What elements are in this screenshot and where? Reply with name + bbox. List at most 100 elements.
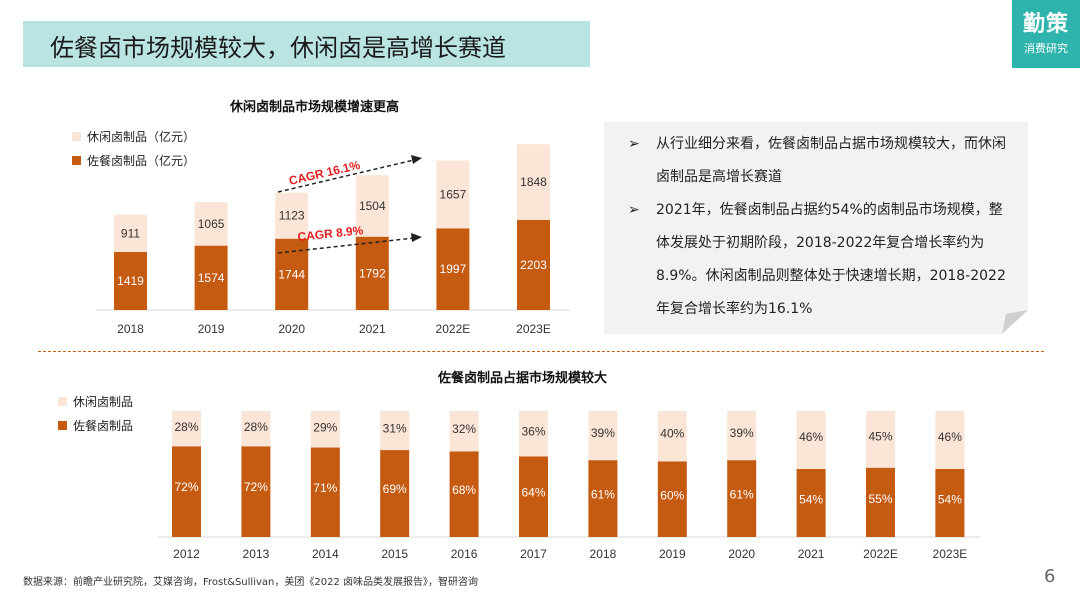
x-tick-label: 2016 [451, 547, 478, 561]
bar-meal-2012 [172, 446, 201, 537]
data-label-leisure: 31% [383, 422, 407, 436]
page-number: 6 [1044, 566, 1056, 587]
data-label-leisure: 1848 [520, 175, 547, 189]
legend-swatch-meal [58, 420, 67, 430]
x-tick-label: 2015 [381, 547, 408, 561]
x-tick-label: 2020 [278, 322, 305, 336]
data-label-leisure: 39% [730, 426, 754, 440]
bar-meal-2018 [114, 251, 147, 310]
bar-meal-2021 [355, 236, 389, 310]
data-label-meal: 61% [591, 488, 615, 502]
data-label-meal: 2203 [520, 258, 547, 272]
legend-label: 佐餐卤制品 [73, 418, 134, 433]
data-label-meal: 1574 [198, 271, 225, 285]
x-tick-label: 2021 [359, 322, 386, 336]
x-tick-label: 2020 [728, 547, 755, 561]
bar-meal-2016 [449, 451, 479, 537]
bar-meal-2014 [310, 447, 340, 537]
data-label-leisure: 1123 [279, 209, 305, 223]
data-label-meal: 55% [868, 492, 892, 506]
bar-leisure-2020 [275, 192, 309, 239]
data-label-meal: 68% [452, 483, 476, 497]
bar-leisure-2018 [588, 411, 618, 461]
data-label-leisure: 36% [521, 424, 545, 438]
data-label-leisure: 40% [660, 427, 684, 441]
bar-meal-2021 [796, 468, 826, 537]
logo-sub-text: 消费研究 [1024, 42, 1068, 55]
data-label-leisure: 1065 [198, 217, 225, 231]
bar-leisure-2012 [172, 411, 201, 447]
chart2-legend-item-meal: 佐餐卤制品 [58, 413, 133, 437]
data-label-leisure: 32% [452, 422, 476, 436]
bar-leisure-2020 [727, 411, 757, 461]
cagr-label-meal: CAGR 8.9% [297, 223, 364, 244]
chart2-legend: 休闲卤制品 佐餐卤制品 [58, 389, 133, 437]
data-label-meal: 71% [313, 481, 337, 495]
bar-leisure-2023E [517, 144, 550, 220]
legend-label: 休闲卤制品（亿元） [87, 129, 196, 144]
bar-leisure-2022E [866, 411, 895, 468]
page-title: 佐餐卤市场规模较大，休闲卤是高增长赛道 [50, 34, 506, 62]
cagr-leisure-arrow [277, 159, 415, 193]
x-tick-label: 2022E [436, 322, 471, 336]
bar-meal-2019 [657, 461, 687, 537]
data-label-meal: 1744 [278, 267, 305, 281]
data-label-meal: 69% [383, 482, 407, 496]
bar-meal-2022E [436, 228, 470, 310]
bar-meal-2020 [727, 460, 757, 537]
x-tick-label: 2017 [520, 547, 547, 561]
bar-leisure-2018 [114, 214, 147, 252]
x-tick-label: 2019 [198, 322, 225, 336]
bar-leisure-2021 [796, 411, 826, 469]
legend-label: 休闲卤制品 [73, 394, 134, 409]
data-label-leisure: 911 [121, 226, 140, 240]
data-label-meal: 60% [660, 488, 684, 502]
data-label-meal: 54% [938, 493, 962, 507]
bar-meal-2022E [866, 467, 895, 537]
data-label-meal: 64% [521, 486, 545, 500]
arrow-bullet-icon: ➢ [628, 136, 640, 152]
cagr-meal-arrowhead [411, 233, 422, 242]
chart1-legend-item-leisure: 休闲卤制品（亿元） [72, 124, 195, 148]
x-tick-label: 2019 [659, 547, 686, 561]
bar-meal-2018 [588, 460, 618, 537]
x-tick-label: 2012 [173, 547, 200, 561]
data-label-meal: 61% [730, 488, 754, 502]
info-bullet-1: ➢ 从行业细分来看，佐餐卤制品占据市场规模较大，而休闲卤制品是高增长赛道 [628, 128, 1006, 194]
data-label-leisure: 45% [868, 430, 892, 444]
legend-label: 佐餐卤制品（亿元） [87, 153, 196, 168]
data-label-meal: 1997 [440, 262, 467, 276]
bar-leisure-2019 [194, 202, 228, 246]
bar-leisure-2022E [436, 160, 470, 229]
chart1-legend: 休闲卤制品（亿元） 佐餐卤制品（亿元） [72, 124, 195, 172]
data-label-leisure: 1504 [359, 199, 386, 213]
bar-leisure-2013 [241, 411, 271, 447]
data-label-leisure: 46% [799, 430, 823, 444]
source-note: 数据来源：前瞻产业研究院，艾媒咨询，Frost&Sullivan，美团《2022… [23, 577, 478, 588]
legend-swatch-leisure [72, 131, 81, 141]
chart2-title: 佐餐卤制品占据市场规模较大 [438, 371, 608, 386]
bar-leisure-2017 [519, 411, 548, 457]
brand-logo: 勤策 消费研究 [1012, 0, 1080, 68]
bar-meal-2013 [241, 446, 271, 537]
legend-swatch-meal [72, 155, 81, 165]
data-label-leisure: 39% [591, 426, 615, 440]
data-label-leisure: 29% [313, 420, 337, 434]
data-label-meal: 72% [244, 480, 268, 494]
bar-leisure-2015 [380, 411, 410, 451]
bar-meal-2015 [380, 450, 410, 537]
legend-swatch-leisure [58, 396, 67, 406]
bar-leisure-2021 [355, 175, 389, 237]
logo-main-text: 勤策 [1022, 11, 1069, 37]
section-divider [38, 351, 1044, 352]
arrow-bullet-icon: ➢ [628, 202, 640, 218]
bar-meal-2017 [519, 456, 548, 537]
x-tick-label: 2022E [863, 547, 898, 561]
data-label-meal: 54% [799, 493, 823, 507]
cagr-meal-arrow [277, 237, 415, 254]
bar-leisure-2014 [310, 411, 340, 448]
data-label-leisure: 46% [938, 430, 962, 444]
data-label-leisure: 1657 [440, 187, 467, 201]
